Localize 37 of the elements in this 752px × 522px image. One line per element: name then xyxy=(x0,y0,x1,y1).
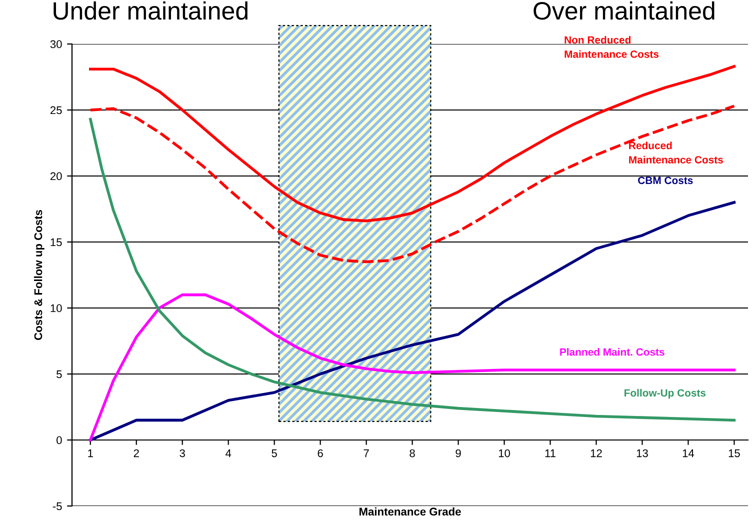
x-tick-label: 1 xyxy=(88,449,93,458)
y-tick-label: 10 xyxy=(50,304,62,312)
y-axis-title: Costs & Follow up Costs xyxy=(34,210,44,340)
y-tick-label: -5 xyxy=(52,502,62,510)
y-tick-label: 5 xyxy=(56,370,62,378)
series-label: Follow-Up Costs xyxy=(624,388,706,399)
line-series xyxy=(89,65,736,222)
x-tick-label: 13 xyxy=(636,449,648,458)
text: CBM Costs xyxy=(638,176,693,184)
x-tick-label: 15 xyxy=(728,449,740,458)
x-tick-label: 11 xyxy=(545,449,556,458)
y-tick-label: 20 xyxy=(50,172,62,180)
line-series xyxy=(89,293,736,442)
x-tick-label: 7 xyxy=(364,449,369,458)
text: Non Reduced Maintenance Costs xyxy=(564,36,659,58)
y-tick-label: 15 xyxy=(50,238,62,246)
y-tick-label: 30 xyxy=(50,40,62,48)
x-tick-label: 9 xyxy=(456,449,461,458)
x-tick-label: 8 xyxy=(410,449,415,458)
line-series xyxy=(89,118,736,422)
x-tick-label: 6 xyxy=(318,449,323,458)
x-tick-label: 3 xyxy=(180,449,185,458)
x-tick-label: 14 xyxy=(682,449,694,458)
line-series xyxy=(89,104,736,264)
x-axis-title: Maintenance Grade xyxy=(359,507,461,516)
x-tick-label: 5 xyxy=(272,449,277,458)
line-series xyxy=(89,201,736,442)
x-tick-label: 2 xyxy=(134,449,139,458)
text: Over maintained xyxy=(534,1,714,20)
series-label: Planned Maint. Costs xyxy=(560,348,664,356)
text: Under maintained xyxy=(54,1,248,20)
series-label: Reduced Maintenance Costs xyxy=(629,142,723,164)
x-tick-label: 12 xyxy=(590,449,602,458)
x-tick-label: 10 xyxy=(498,449,510,458)
y-tick-label: 0 xyxy=(56,436,62,444)
x-tick-label: 4 xyxy=(226,449,232,458)
y-tick-label: 25 xyxy=(50,106,62,114)
